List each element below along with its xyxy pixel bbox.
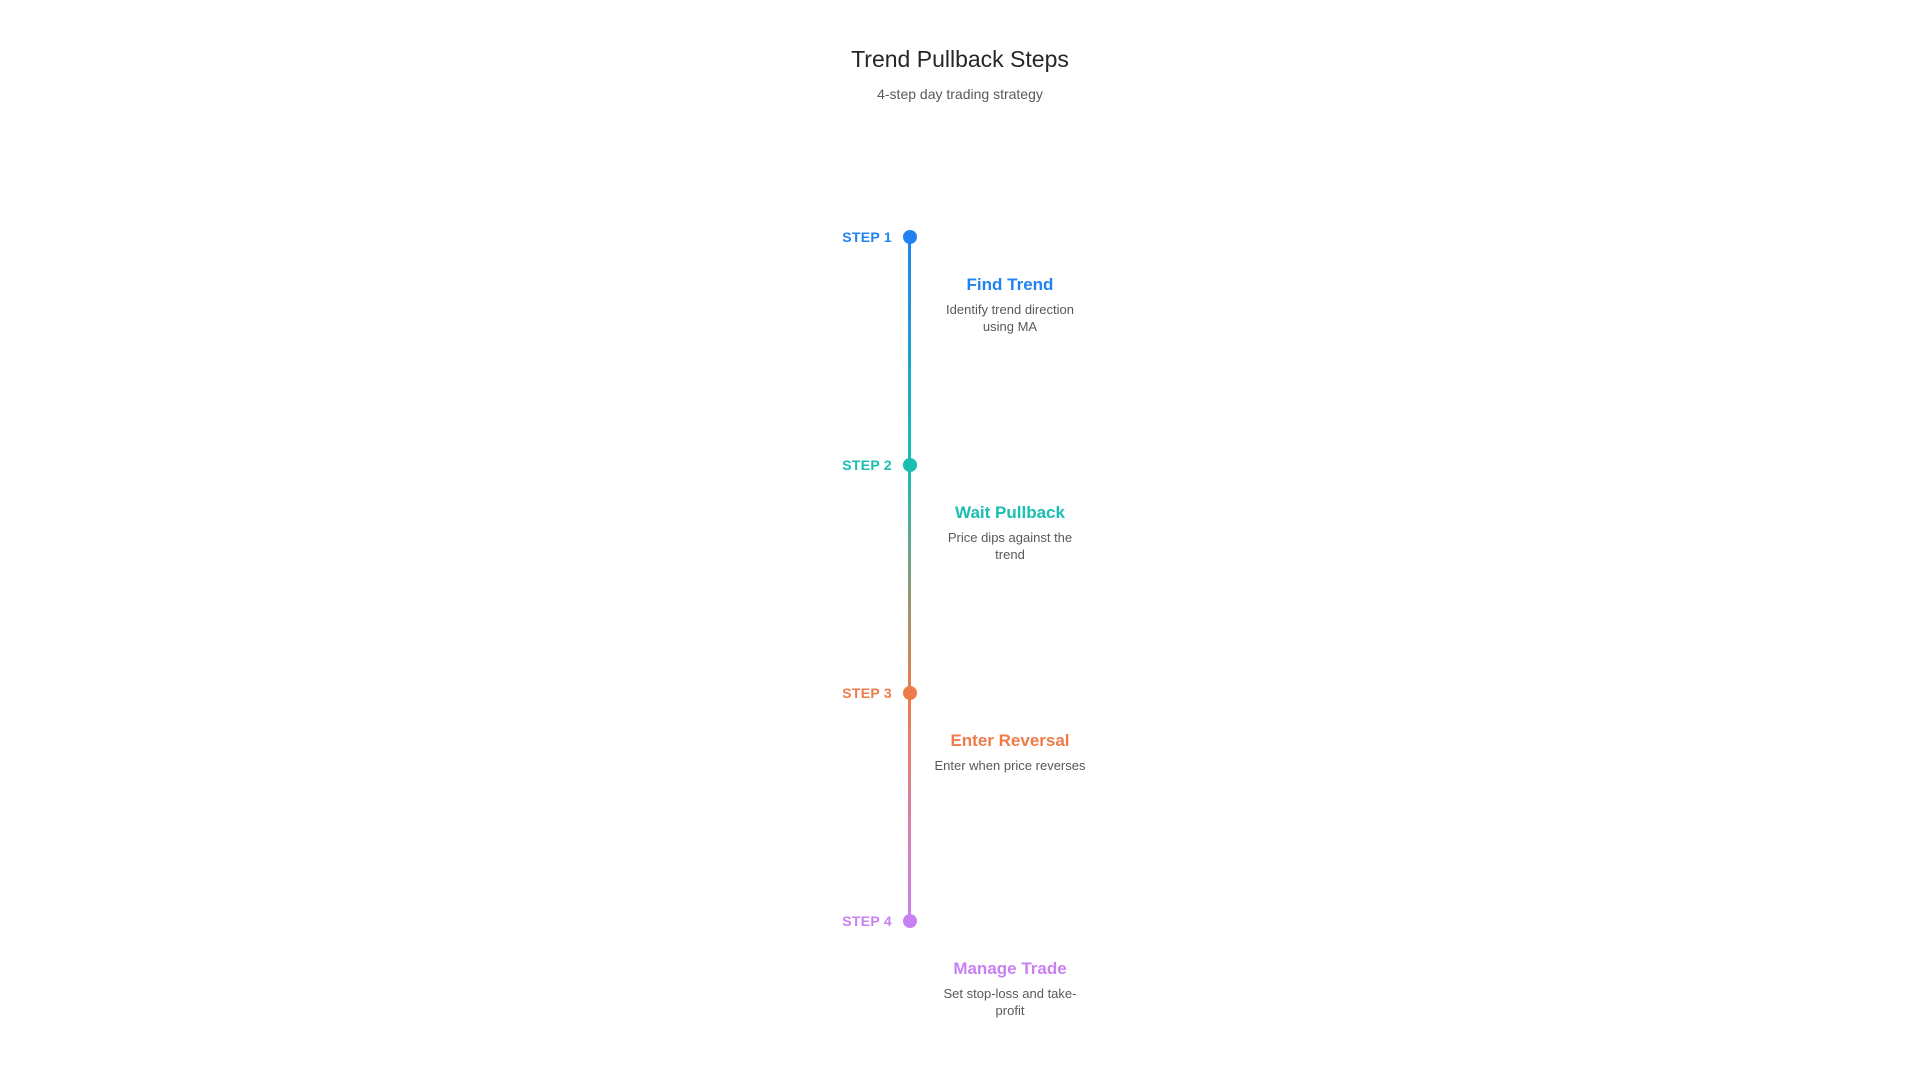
step-description: Price dips against the trend [947, 530, 1073, 562]
step-dot-icon [903, 458, 917, 472]
step-content: Wait Pullback Price dips against the tre… [900, 503, 1120, 563]
step-dot-icon [903, 230, 917, 244]
step-label: STEP 1 [842, 229, 892, 245]
step-description: Enter when price reverses [934, 758, 1086, 773]
page-title: Trend Pullback Steps [851, 46, 1069, 72]
step-title: Enter Reversal [950, 731, 1070, 750]
step-label: STEP 4 [842, 913, 892, 929]
step-title: Find Trend [966, 275, 1054, 294]
page-subtitle: 4-step day trading strategy [877, 86, 1043, 102]
step-content: Manage Trade Set stop-loss and take- pro… [900, 959, 1120, 1019]
timeline-line [908, 237, 911, 921]
step-description: Identify trend direction using MA [946, 302, 1074, 334]
step-content: Find Trend Identify trend direction usin… [900, 275, 1120, 335]
step-dot-icon [903, 686, 917, 700]
step-title: Wait Pullback [955, 503, 1065, 522]
step-label: STEP 3 [842, 685, 892, 701]
step-description: Set stop-loss and take- profit [943, 986, 1077, 1018]
step-title: Manage Trade [953, 959, 1067, 978]
step-content: Enter Reversal Enter when price reverses [900, 731, 1120, 774]
step-dot-icon [903, 914, 917, 928]
step-label: STEP 2 [842, 457, 892, 473]
